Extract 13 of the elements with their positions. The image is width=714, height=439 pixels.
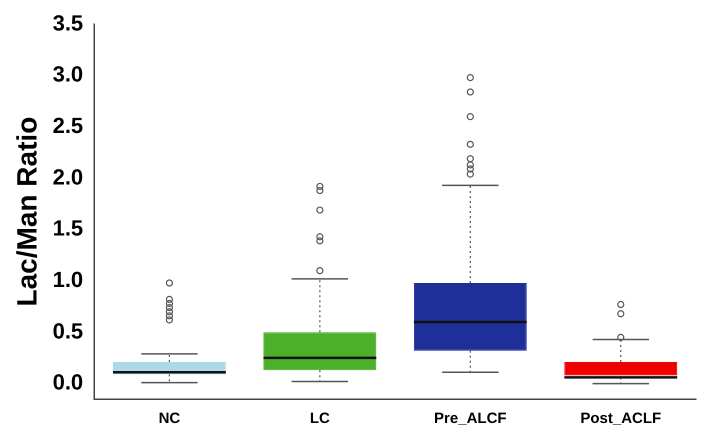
x-tick-label: Pre_ALCF: [434, 410, 507, 428]
y-axis-title: Lac/Man Ratio: [12, 116, 43, 307]
x-tick-label: LC: [310, 410, 330, 428]
y-tick-label: 2.0: [52, 164, 84, 190]
y-tick-label: 1.5: [52, 216, 84, 241]
x-tick-label: Post_ACLF: [580, 410, 662, 428]
y-tick-label: 3.0: [52, 62, 84, 87]
y-tick-label: 1.0: [52, 266, 84, 292]
y-tick-label: 2.5: [52, 112, 84, 138]
y-tick-label: 0.5: [52, 318, 84, 344]
y-tick-label: 0.0: [52, 370, 84, 395]
y-tick-label: 3.5: [52, 10, 84, 36]
x-tick-label: NC: [158, 410, 180, 428]
